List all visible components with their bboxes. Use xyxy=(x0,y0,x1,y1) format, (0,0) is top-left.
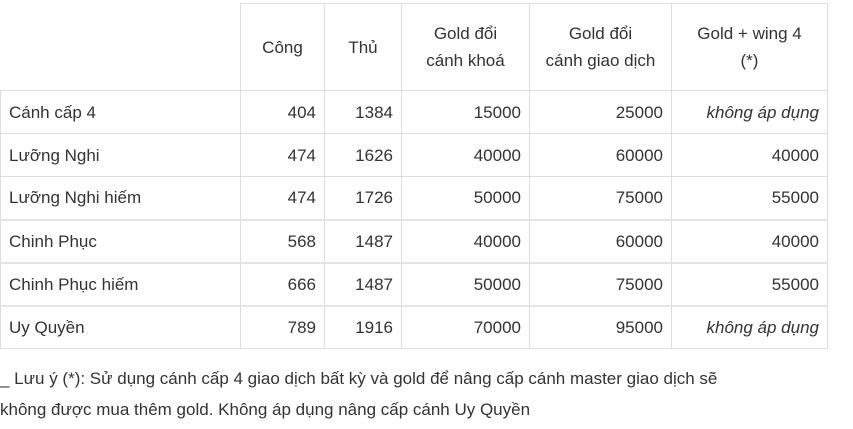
cell-cong: 789 xyxy=(240,304,325,349)
cell-gold-locked: 15000 xyxy=(401,90,530,134)
wing-upgrade-price-table: Công Thủ Gold đổi cánh khoá Gold đổi cán… xyxy=(0,3,828,349)
cell-thu: 1487 xyxy=(324,218,402,263)
cell-cong: 666 xyxy=(240,261,325,306)
column-header-gold-trade-line2: cánh giao dịch xyxy=(545,51,656,70)
footnote-line-1: _ Lưu ý (*): Sử dụng cánh cấp 4 giao dịc… xyxy=(0,369,718,388)
cell-thu: 1384 xyxy=(324,90,402,134)
cell-gold-trade: 25000 xyxy=(529,90,672,134)
footnote: _ Lưu ý (*): Sử dụng cánh cấp 4 giao dịc… xyxy=(0,363,840,425)
column-header-gold-wing4-line2: (*) xyxy=(740,51,759,70)
cell-name: Lưỡng Nghi xyxy=(0,133,241,177)
cell-gold-locked: 50000 xyxy=(401,261,530,306)
footnote-line-2: không được mua thêm gold. Không áp dụng … xyxy=(0,400,531,419)
cell-name: Lưỡng Nghi hiếm xyxy=(0,176,241,220)
table-body-group-1: Cánh cấp 4 404 1384 15000 25000 không áp dụng… xyxy=(0,90,828,220)
cell-gold-trade: 60000 xyxy=(529,133,672,177)
cell-gold-trade: 75000 xyxy=(529,261,672,306)
column-header-name xyxy=(0,3,241,91)
cell-gold-locked: 50000 xyxy=(401,176,530,220)
cell-gold-locked: 40000 xyxy=(401,218,530,263)
cell-gold-wing4: 55000 xyxy=(671,176,828,220)
cell-name: Uy Quyền xyxy=(0,304,241,349)
cell-thu: 1487 xyxy=(324,261,402,306)
column-header-thu: Thủ xyxy=(324,3,402,91)
table-header: Công Thủ Gold đổi cánh khoá Gold đổi cán… xyxy=(0,3,828,91)
column-header-gold-locked: Gold đổi cánh khoá xyxy=(401,3,530,91)
table-row: Cánh cấp 4 404 1384 15000 25000 không áp dụng xyxy=(0,90,828,134)
table-row: Uy Quyền 789 1916 70000 95000 không áp dụng xyxy=(0,304,828,349)
cell-cong: 568 xyxy=(240,218,325,263)
cell-gold-wing4: không áp dụng xyxy=(671,304,828,349)
column-header-gold-locked-line1: Gold đổi xyxy=(433,24,498,43)
column-header-gold-locked-line2: cánh khoá xyxy=(426,51,505,70)
cell-gold-trade: 60000 xyxy=(529,218,672,263)
cell-gold-trade: 75000 xyxy=(529,176,672,220)
cell-gold-locked: 40000 xyxy=(401,133,530,177)
cell-name: Cánh cấp 4 xyxy=(0,90,241,134)
table-row: Chinh Phục 568 1487 40000 60000 40000 xyxy=(0,218,828,263)
table-row: Chinh Phục hiếm 666 1487 50000 75000 55000 xyxy=(0,261,828,306)
cell-cong: 474 xyxy=(240,133,325,177)
column-header-gold-trade-line1: Gold đổi xyxy=(568,24,633,43)
table-body-group-2: Chinh Phục 568 1487 40000 60000 40000 Chinh Ph… xyxy=(0,218,828,349)
column-header-cong: Công xyxy=(240,3,325,91)
column-header-gold-trade: Gold đổi cánh giao dịch xyxy=(529,3,672,91)
column-header-gold-wing4: Gold + wing 4 (*) xyxy=(671,3,828,91)
cell-gold-wing4: 55000 xyxy=(671,261,828,306)
cell-gold-wing4: không áp dụng xyxy=(671,90,828,134)
cell-cong: 474 xyxy=(240,176,325,220)
column-header-gold-wing4-line1: Gold + wing 4 xyxy=(697,24,802,43)
cell-gold-trade: 95000 xyxy=(529,304,672,349)
cell-cong: 404 xyxy=(240,90,325,134)
cell-thu: 1726 xyxy=(324,176,402,220)
table-row: Lưỡng Nghi hiếm 474 1726 50000 75000 55000 xyxy=(0,176,828,220)
cell-gold-locked: 70000 xyxy=(401,304,530,349)
cell-thu: 1916 xyxy=(324,304,402,349)
cell-gold-wing4: 40000 xyxy=(671,133,828,177)
table-row: Lưỡng Nghi 474 1626 40000 60000 40000 xyxy=(0,133,828,177)
cell-gold-wing4: 40000 xyxy=(671,218,828,263)
cell-name: Chinh Phục hiếm xyxy=(0,261,241,306)
cell-thu: 1626 xyxy=(324,133,402,177)
table-header-row: Công Thủ Gold đổi cánh khoá Gold đổi cán… xyxy=(0,3,828,91)
cell-name: Chinh Phục xyxy=(0,218,241,263)
